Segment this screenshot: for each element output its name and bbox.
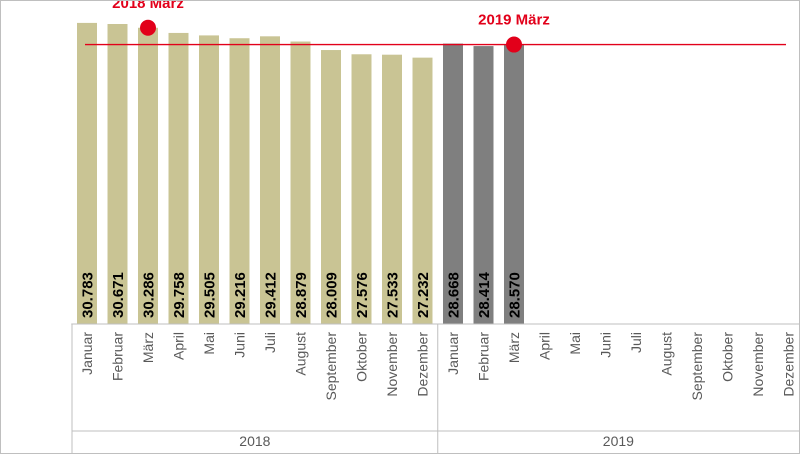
axis-layer: Januar Februar März April Mai Juni Juli August S… [71, 323, 799, 453]
bar-2019-februar [473, 46, 494, 324]
bar-2018-august [290, 41, 311, 324]
data-label: 27.232 [415, 272, 432, 318]
highlight-label: 2018 März [112, 1, 184, 12]
highlight-label: 2019 März [478, 12, 550, 29]
x-tick-label: März [140, 332, 156, 363]
highlight-marker [140, 19, 156, 36]
year-label: 2019 [603, 433, 634, 449]
x-tick-label: Juni [232, 332, 248, 358]
data-label: 29.758 [171, 272, 188, 318]
highlight-marker [506, 36, 522, 53]
bar-2018-juni [229, 38, 250, 325]
data-label: 28.414 [476, 271, 493, 318]
bar-2018-märz [138, 27, 158, 324]
x-tick-label: August [659, 332, 675, 376]
x-tick-label: April [537, 332, 553, 360]
bar-2018-februar [107, 23, 128, 325]
x-tick-label: Januar [445, 332, 461, 375]
bar-2018-november [382, 54, 402, 325]
data-label: 28.879 [293, 272, 310, 318]
x-tick-label: November [384, 332, 400, 397]
bars-layer: 30.783 30.671 30.286 29.758 29.505 29.216 29.4… [77, 22, 524, 325]
x-tick-label: September [689, 332, 705, 401]
x-tick-label: April [171, 332, 187, 360]
bar-2018-juli [260, 36, 280, 324]
x-tick-label: Januar [79, 332, 95, 375]
data-label: 28.009 [324, 272, 341, 318]
x-tick-label: Februar [110, 332, 126, 381]
x-tick-label: September [323, 332, 339, 401]
x-tick-label: Juni [598, 332, 614, 358]
x-tick-label: Dezember [781, 332, 797, 397]
data-label: 29.412 [263, 272, 280, 318]
x-tick-label: August [293, 332, 309, 376]
bar-2018-oktober [351, 54, 372, 325]
data-label: 27.576 [354, 272, 371, 318]
bar-2018-april [168, 32, 189, 324]
x-tick-label: Mai [567, 332, 583, 355]
bar-2018-mai [199, 35, 219, 324]
x-tick-label: Februar [476, 332, 492, 381]
bar-2019-januar [443, 43, 463, 324]
markers-layer: 2018 März 2019 März [112, 0, 550, 53]
data-label: 27.533 [385, 272, 402, 318]
bar-2019-märz [504, 44, 524, 325]
bar-2018-januar [77, 22, 97, 325]
data-label: 30.783 [80, 272, 97, 318]
data-label: 30.286 [141, 272, 158, 318]
x-tick-label: Oktober [354, 332, 370, 382]
data-label: 28.668 [446, 272, 463, 318]
x-tick-label: Oktober [720, 332, 736, 382]
x-tick-label: Juli [628, 332, 644, 353]
data-label: 29.505 [202, 272, 219, 318]
x-tick-label: März [506, 332, 522, 363]
x-tick-label: November [750, 332, 766, 397]
x-tick-label: Juli [262, 332, 278, 353]
bar-2018-dezember [412, 57, 433, 325]
x-tick-label: Mai [201, 332, 217, 355]
x-tick-label: Dezember [415, 332, 431, 397]
data-label: 30.671 [110, 272, 127, 318]
year-label: 2018 [239, 433, 270, 449]
data-label: 28.570 [507, 272, 524, 318]
bar-2018-september [321, 50, 341, 325]
data-label: 29.216 [232, 272, 249, 318]
